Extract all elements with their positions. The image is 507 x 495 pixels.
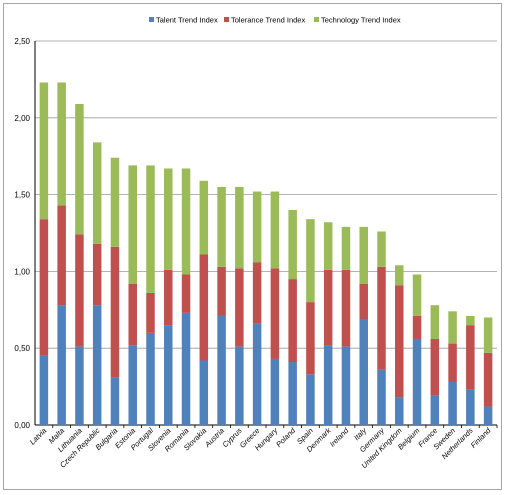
bar-segment [164,168,173,270]
bar-segment [146,332,155,425]
bar-segment [128,283,137,346]
bar-segment [92,305,102,425]
bar-segment [75,346,84,425]
bar-segment [359,283,368,320]
bar-segment [146,165,155,293]
bar-segment [323,345,333,425]
bar-segment [412,315,422,339]
bar-segment [341,269,351,347]
bar-segment [252,191,262,263]
bar-segment [75,234,84,347]
bar-segment [448,343,457,382]
bar-segment [235,186,244,269]
bar-segment [75,103,84,235]
bar-segment [181,168,191,275]
bar-segment [412,338,422,425]
bar-segment [181,312,191,425]
bar-segment [39,355,49,425]
bar-segment [146,292,155,333]
bar-segment [430,338,440,396]
legend-label: Tolerance Trend Index [231,16,305,25]
bar-segment [39,219,49,356]
x-tick-label: Ireland [328,425,351,448]
bar-segment [217,186,226,267]
y-tick-label: 0,00 [14,421,30,430]
bar-segment [128,345,137,425]
bar-segment [483,352,493,407]
bar-segment [92,142,102,244]
bar-segment [306,374,315,425]
bar-segment [448,311,457,344]
bar-segment [341,226,351,270]
legend-label: Talent Trend Index [156,16,218,25]
bar-segment [430,395,440,425]
bar-segment [270,191,280,269]
bar-segment [483,406,493,425]
bar-segment [270,358,280,425]
bar-segment [395,397,404,425]
y-tick-label: 0,50 [14,344,30,353]
y-tick-label: 1,00 [14,267,30,276]
bar-segment [466,325,475,390]
bar-segment [430,305,440,339]
y-tick-label: 2,50 [14,37,30,46]
bar-segment [288,209,297,280]
legend-swatch [224,17,229,22]
legend-swatch [314,17,319,22]
bar-segment [235,346,244,425]
bar-segment [412,274,422,316]
bar-segment [217,266,226,316]
bar-segment [199,254,209,361]
bar-segment [483,317,493,353]
bar-segment [252,262,262,324]
bar-segment [288,362,297,425]
bar-segment [57,82,66,206]
bar-segment [57,305,66,425]
bar-segment [377,266,386,370]
bar-segment [164,325,173,425]
bar-segment [359,319,368,425]
x-tick-label: Finland [469,425,493,449]
bar-segment [235,268,244,347]
bar-segment [57,205,66,306]
bar-segment [395,265,404,286]
legend-swatch [149,17,154,22]
bar-segment [92,243,102,306]
bar-segment [341,346,351,425]
bar-segment [288,279,297,363]
bar-segment [110,377,120,425]
bar-segment [270,268,280,359]
bar-segment [199,360,209,425]
bar-segment [252,323,262,425]
legend-label: Technology Trend Index [321,16,401,25]
bar-segment [306,302,315,375]
y-tick-label: 2,00 [14,114,30,123]
x-tick-label: Latvia [28,426,49,447]
bar-segment [448,381,457,425]
bar-segment [128,165,137,284]
bar-segment [217,315,226,425]
bar-segment [377,231,386,267]
bar-segment [466,315,475,326]
x-tick-label: Poland [274,425,297,448]
bar-segment [323,269,333,346]
bar-segment [306,219,315,303]
bar-segment [39,82,49,220]
bar-segment [199,180,209,255]
bar-segment [359,226,368,284]
bar-segment [377,369,386,425]
y-tick-label: 1,50 [14,191,30,200]
bar-segment [164,269,173,326]
bar-segment [110,157,120,247]
bar-segment [323,222,333,270]
bar-segment [110,246,120,378]
bar-segment [395,285,404,398]
bar-segment [181,274,191,313]
bar-segment [466,389,475,425]
